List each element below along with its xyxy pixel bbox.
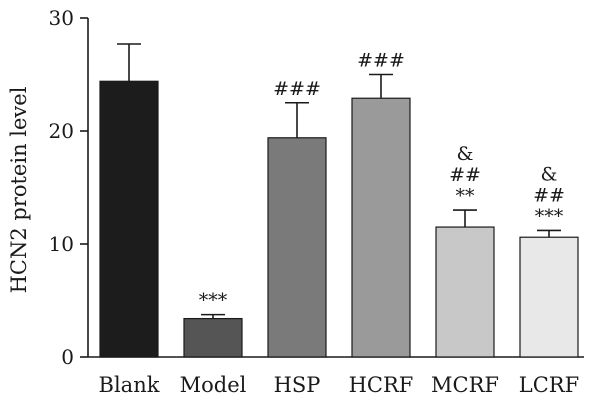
bar-blank xyxy=(99,80,159,358)
y-tick-label: 0 xyxy=(61,345,74,369)
significance-mark: *** xyxy=(535,205,564,227)
y-tick-label: 10 xyxy=(49,232,74,256)
significance-mark: ### xyxy=(273,78,321,100)
y-axis-title: HCN2 protein level xyxy=(7,86,31,293)
significance-mark: ** xyxy=(456,185,476,207)
significance-mark: ## xyxy=(449,164,481,186)
category-label: Blank xyxy=(99,373,160,397)
significance-annotations: ***######&##**&##*** xyxy=(199,50,565,312)
y-ticks: 0 10 20 30 xyxy=(49,6,88,369)
bar-hcrf xyxy=(351,97,411,358)
category-label: HSP xyxy=(274,373,321,397)
significance-mark: & xyxy=(541,163,558,185)
bars xyxy=(99,80,579,358)
bar-hsp xyxy=(267,137,327,358)
category-labels: Blank Model HSP HCRF MCRF LCRF xyxy=(99,373,580,397)
category-label: MCRF xyxy=(431,373,499,397)
y-tick-label: 20 xyxy=(49,119,74,143)
significance-mark: & xyxy=(457,143,474,165)
category-label: HCRF xyxy=(349,373,414,397)
significance-mark: *** xyxy=(199,290,228,312)
significance-mark: ### xyxy=(357,50,405,72)
error-bars xyxy=(117,43,561,319)
category-label: Model xyxy=(180,373,247,397)
bar-mcrf xyxy=(435,226,495,358)
bar-model xyxy=(183,317,243,358)
significance-mark: ## xyxy=(533,184,565,206)
bar-lcrf xyxy=(519,236,579,358)
y-tick-label: 30 xyxy=(49,6,74,30)
category-label: LCRF xyxy=(519,373,579,397)
